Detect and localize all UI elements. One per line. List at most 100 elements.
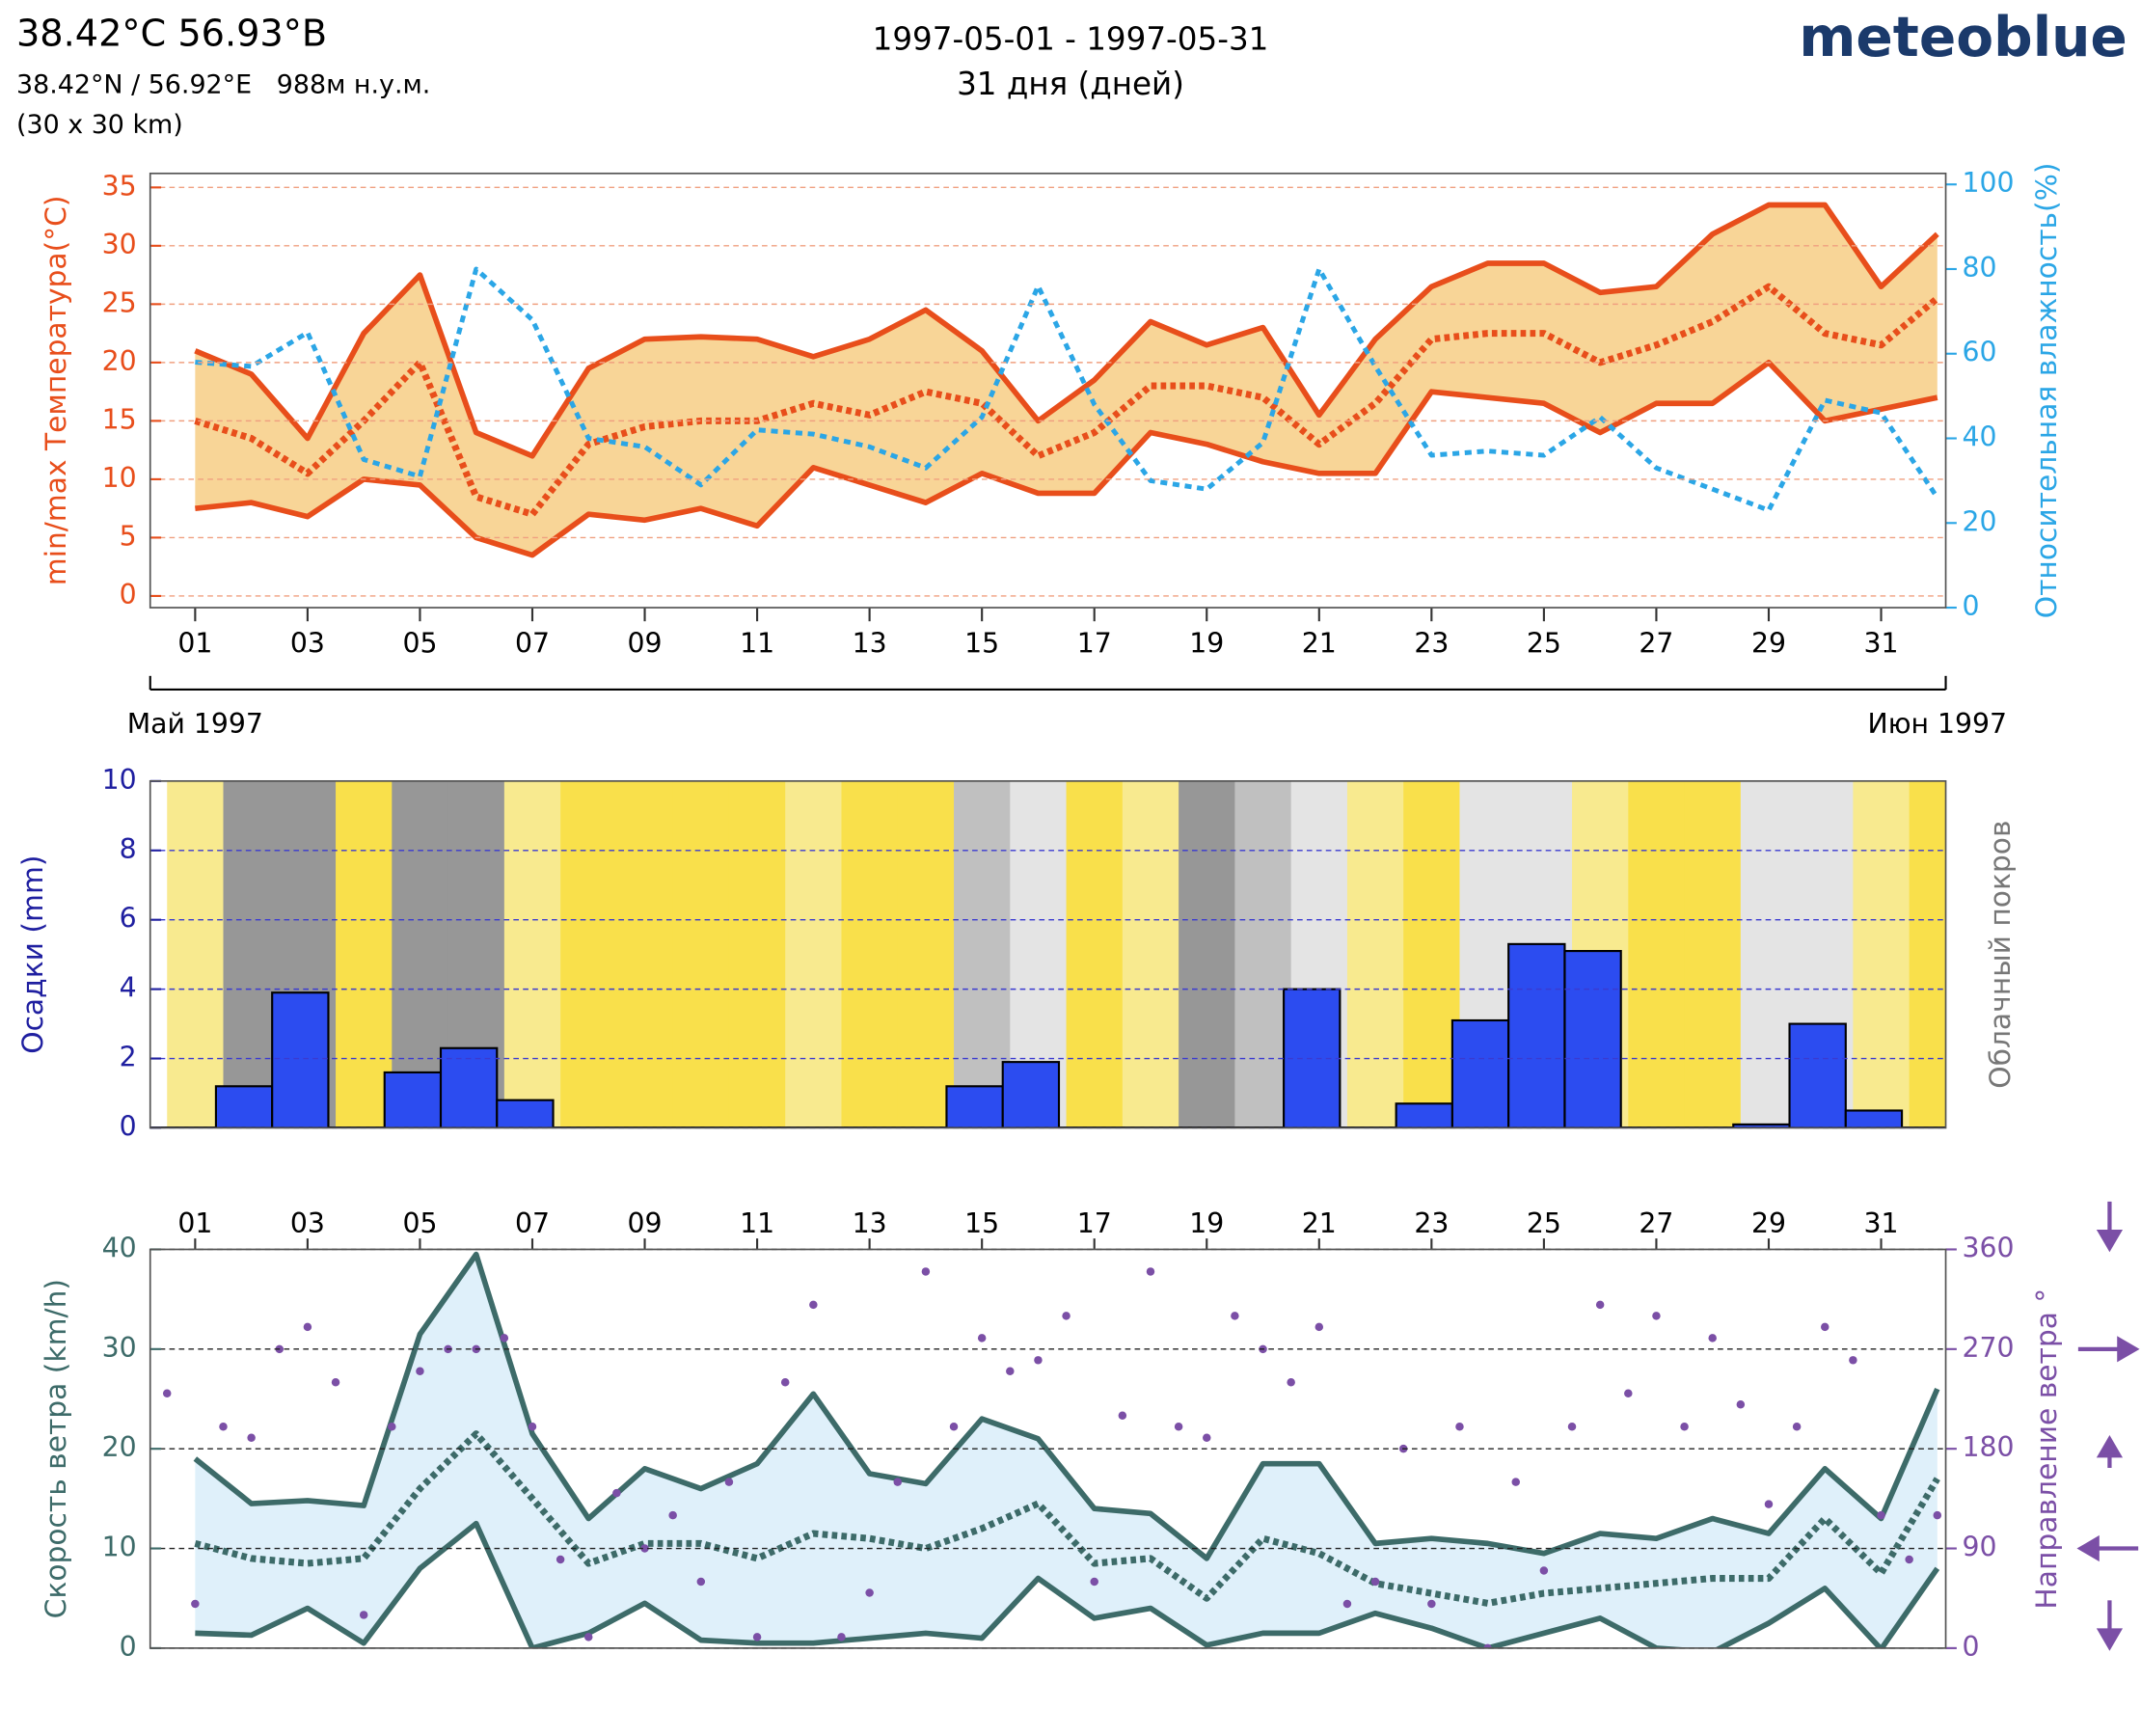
x-tick-label: 11: [740, 627, 774, 659]
direction-dot: [219, 1422, 228, 1431]
direction-dot: [1174, 1422, 1183, 1431]
direction-dot: [1905, 1555, 1913, 1564]
x-tick-label: 25: [1527, 1207, 1561, 1239]
precip-bar: [1788, 1022, 1847, 1128]
month-label: Май 1997: [127, 708, 263, 740]
y-tick-label: 10: [102, 1532, 137, 1563]
direction-dot: [612, 1488, 621, 1498]
cloud-cover: [672, 780, 730, 1128]
plot-area: [162, 1251, 1942, 1648]
direction-dot: [528, 1422, 537, 1431]
cloud-cover: [336, 780, 393, 1128]
cloud-cover: [503, 780, 561, 1128]
x-tick-label: 21: [1302, 1207, 1337, 1239]
y-tick-label: 20: [102, 1431, 137, 1463]
x-tick-label: 03: [290, 1207, 325, 1239]
direction-dot: [1652, 1312, 1661, 1320]
direction-dot: [1567, 1422, 1577, 1431]
direction-dot: [162, 1389, 172, 1398]
precip-bar: [439, 1046, 499, 1128]
y-tick-label: 0: [120, 579, 137, 610]
y2-axis-label: Облачный покров: [1984, 821, 2018, 1089]
series-line: [194, 283, 1940, 518]
direction-dot: [724, 1478, 734, 1486]
y-tick-label: 0: [120, 1631, 137, 1663]
x-tick-label: 19: [1189, 627, 1224, 659]
direction-dot: [500, 1334, 509, 1343]
direction-dot: [1006, 1367, 1015, 1376]
cloud-cover: [167, 780, 225, 1128]
y-tick-label: 35: [102, 170, 137, 202]
cloud-cover: [1909, 780, 1946, 1128]
series-line: [195, 360, 1938, 558]
direction-dot: [1764, 1500, 1774, 1508]
direction-dot: [556, 1555, 565, 1564]
humidity-line: [195, 266, 1939, 513]
cloud-cover: [1234, 780, 1292, 1128]
y-tick-label: 20: [102, 345, 137, 377]
direction-dot: [1034, 1356, 1043, 1365]
plot-area: [194, 202, 1940, 558]
direction-dot: [1595, 1300, 1605, 1310]
y2-axis-label: Направление ветра °: [2030, 1288, 2064, 1610]
direction-dot: [584, 1633, 593, 1641]
y2-tick-label: 90: [1963, 1532, 1997, 1563]
x-tick-label: 05: [402, 627, 437, 659]
cloud-cover: [1179, 780, 1236, 1128]
x-tick-label: 27: [1639, 1207, 1673, 1239]
x-tick-label: 07: [515, 1207, 550, 1239]
direction-dot: [416, 1367, 424, 1376]
x-tick-label: 23: [1414, 1207, 1449, 1239]
direction-dot: [1821, 1322, 1829, 1332]
precip-bar: [1450, 1018, 1510, 1128]
y2-tick-label: 360: [1963, 1232, 2015, 1263]
series-line: [194, 202, 1939, 459]
direction-dot: [809, 1300, 818, 1310]
y2-tick-label: 20: [1963, 505, 1997, 537]
cloud-cover: [841, 780, 899, 1128]
y2-tick-label: 60: [1963, 337, 1997, 368]
y-tick-label: 2: [120, 1042, 137, 1073]
direction-dot: [893, 1478, 903, 1486]
direction-dot: [1062, 1312, 1070, 1320]
location-title: 38.42°C 56.93°B: [16, 13, 327, 55]
precip-bar: [214, 1085, 274, 1128]
direction-dot: [1933, 1510, 1942, 1520]
direction-dot: [921, 1267, 931, 1276]
x-tick-label: 11: [740, 1207, 774, 1239]
y-tick-label: 40: [102, 1232, 137, 1263]
cloud-cover: [1403, 780, 1461, 1128]
y2-tick-label: 80: [1963, 252, 1997, 284]
x-tick-label: 29: [1751, 1207, 1786, 1239]
cloud-cover: [616, 780, 674, 1128]
x-tick-label: 21: [1302, 627, 1337, 659]
x-tick-label: 17: [1077, 627, 1112, 659]
cloud-cover: [1684, 780, 1742, 1128]
direction-dot: [837, 1633, 846, 1641]
y-tick-label: 5: [120, 520, 137, 552]
direction-dot: [640, 1544, 649, 1553]
direction-dot: [1539, 1566, 1549, 1575]
direction-dot: [668, 1510, 677, 1520]
direction-dot: [191, 1599, 200, 1609]
cloud-cover: [897, 780, 955, 1128]
y-tick-label: 10: [102, 462, 137, 494]
direction-dot: [1287, 1378, 1295, 1387]
x-tick-label: 09: [628, 627, 663, 659]
coordinates: 38.42°N / 56.92°E 988м н.у.м.: [16, 70, 430, 100]
y-tick-label: 0: [120, 1110, 137, 1142]
y-tick-label: 10: [102, 764, 137, 796]
direction-dot: [977, 1334, 987, 1343]
cloud-cover: [1346, 780, 1404, 1128]
x-tick-label: 01: [177, 627, 212, 659]
logo: meteoblue: [1799, 6, 2127, 69]
y2-tick-label: 180: [1963, 1431, 2015, 1463]
direction-dot: [1483, 1643, 1492, 1648]
y-tick-label: 30: [102, 1332, 137, 1364]
plot-frame: [149, 779, 1947, 1129]
month-label: Июн 1997: [1868, 708, 2008, 740]
direction-dot: [331, 1378, 340, 1387]
range-band: [195, 204, 1938, 556]
direction-dot: [1849, 1356, 1857, 1365]
